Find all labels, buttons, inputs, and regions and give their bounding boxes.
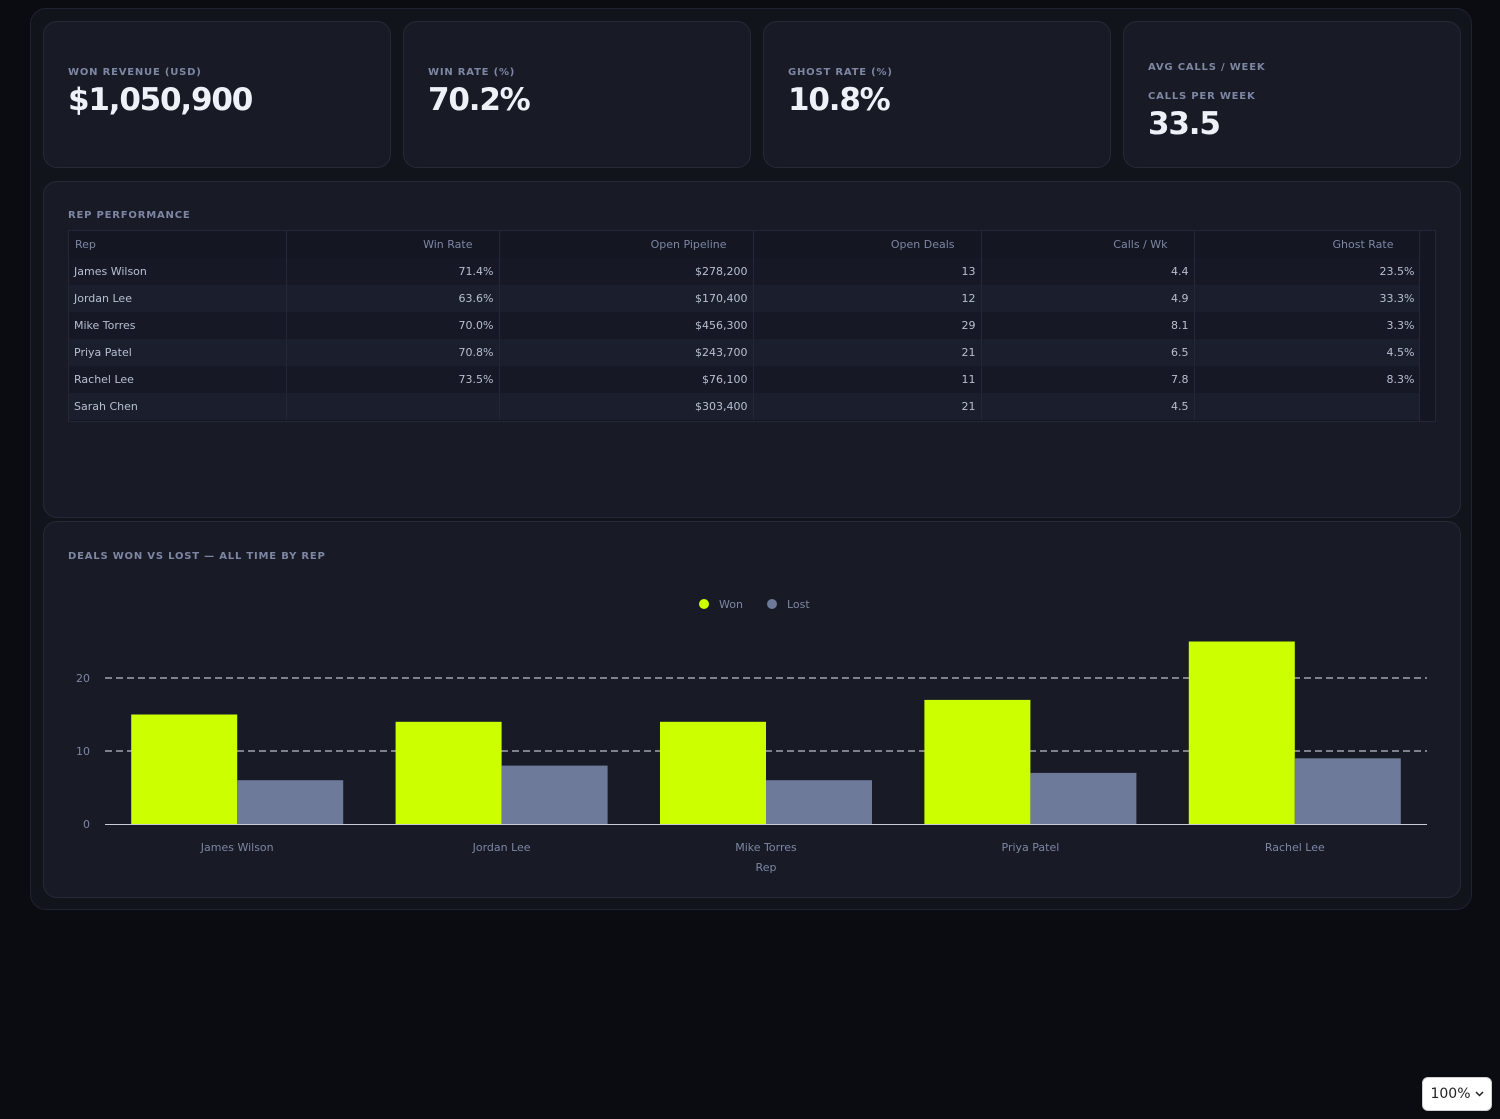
x-tick-label: Priya Patel (1002, 841, 1060, 854)
table-cell: 4.5% (1194, 339, 1421, 366)
table-cell: 33.3% (1194, 285, 1421, 312)
kpi-label: WIN RATE (%) (428, 67, 516, 78)
x-tick-label: James Wilson (200, 841, 274, 854)
table-header-row: Rep Win Rate Open Pipeline Open Deals Calls … (69, 231, 1421, 258)
table-cell (1194, 393, 1421, 420)
table-cell: 23.5% (1194, 258, 1421, 285)
table-row[interactable]: James Wilson 71.4% $278,200 13 4.4 23.5% (69, 258, 1421, 285)
table-cell: $76,100 (499, 366, 754, 393)
bar-won (1188, 641, 1295, 824)
kpi-card-avg-calls: AVG CALLS / WEEK CALLS PER WEEK 33.5 (1123, 21, 1461, 168)
column-header[interactable]: Ghost Rate (1194, 231, 1421, 258)
table-cell: $278,200 (499, 258, 754, 285)
section-title: REP PERFORMANCE (68, 210, 191, 221)
table-cell: Rachel Lee (69, 366, 287, 393)
x-tick-label: Jordan Lee (472, 841, 531, 854)
table-cell: 71.4% (286, 258, 500, 285)
bar-won (924, 699, 1031, 824)
table-cell: 21 (753, 339, 982, 366)
x-tick-label: Rachel Lee (1265, 841, 1325, 854)
column-header[interactable]: Win Rate (286, 231, 500, 258)
table-cell: 63.6% (286, 285, 500, 312)
legend-marker-lost (767, 599, 777, 609)
table-cell: 8.3% (1194, 366, 1421, 393)
table-scrollbar[interactable] (1419, 231, 1435, 421)
table-cell: 21 (753, 393, 982, 420)
table-cell: $170,400 (499, 285, 754, 312)
y-tick-label: 0 (83, 818, 90, 831)
x-tick-label: Mike Torres (735, 841, 797, 854)
legend-marker-won (699, 599, 709, 609)
table-row[interactable]: Rachel Lee 73.5% $76,100 11 7.8 8.3% (69, 366, 1421, 393)
bar-lost (1030, 772, 1137, 824)
section-title: DEALS WON VS LOST — ALL TIME BY REP (68, 551, 326, 562)
column-header[interactable]: Open Deals (753, 231, 982, 258)
kpi-label: AVG CALLS / WEEK (1148, 62, 1266, 73)
bar-lost (766, 780, 872, 824)
kpi-value: 70.2% (428, 82, 531, 118)
column-header[interactable]: Rep (69, 231, 287, 258)
table-cell: Jordan Lee (69, 285, 287, 312)
x-axis-label: Rep (756, 861, 777, 874)
rep-performance-table[interactable]: Rep Win Rate Open Pipeline Open Deals Calls … (68, 230, 1436, 422)
kpi-label: GHOST RATE (%) (788, 67, 893, 78)
rep-performance-card: REP PERFORMANCE Rep Win Rate Open Pipeline… (43, 181, 1461, 518)
zoom-label: 100% (1430, 1086, 1471, 1102)
table-cell: James Wilson (69, 258, 287, 285)
bar-lost (1294, 758, 1401, 824)
table-cell: 8.1 (981, 312, 1195, 339)
deals-chart-card: DEALS WON VS LOST — ALL TIME BY REP 0 10 2… (43, 521, 1461, 898)
legend-label: Won (719, 598, 743, 611)
table-cell: $243,700 (499, 339, 754, 366)
table-cell: 73.5% (286, 366, 500, 393)
table-cell: 13 (753, 258, 982, 285)
table-row[interactable]: Priya Patel 70.8% $243,700 21 6.5 4.5% (69, 339, 1421, 366)
bar-won (131, 714, 238, 824)
table-row[interactable]: Mike Torres 70.0% $456,300 29 8.1 3.3% (69, 312, 1421, 339)
legend-label: Lost (787, 598, 810, 611)
kpi-label: WON REVENUE (USD) (68, 67, 202, 78)
table-cell: 29 (753, 312, 982, 339)
table-cell (286, 393, 500, 420)
y-tick-label: 20 (76, 672, 90, 685)
kpi-value: 33.5 (1148, 106, 1221, 142)
table-cell: 4.4 (981, 258, 1195, 285)
table-cell: 6.5 (981, 339, 1195, 366)
dashboard: WON REVENUE (USD) $1,050,900 WIN RATE (%… (30, 8, 1472, 910)
table-cell: 4.9 (981, 285, 1195, 312)
kpi-card-win-rate: WIN RATE (%) 70.2% (403, 21, 751, 168)
kpi-card-won-revenue: WON REVENUE (USD) $1,050,900 (43, 21, 391, 168)
table-cell: Mike Torres (69, 312, 287, 339)
table-cell: 4.5 (981, 393, 1195, 420)
table-cell: Sarah Chen (69, 393, 287, 420)
table-cell: Priya Patel (69, 339, 287, 366)
chevron-down-icon (1474, 1091, 1484, 1097)
column-header[interactable]: Open Pipeline (499, 231, 754, 258)
table-cell: $456,300 (499, 312, 754, 339)
column-header[interactable]: Calls / Wk (981, 231, 1195, 258)
kpi-card-ghost-rate: GHOST RATE (%) 10.8% (763, 21, 1111, 168)
bar-won (660, 721, 766, 824)
bar-lost (237, 780, 344, 824)
table-cell: 70.0% (286, 312, 500, 339)
table-cell: 70.8% (286, 339, 500, 366)
bar-lost (501, 765, 608, 824)
table-cell: 12 (753, 285, 982, 312)
kpi-sublabel: CALLS PER WEEK (1148, 91, 1256, 102)
y-tick-label: 10 (76, 745, 90, 758)
zoom-control[interactable]: 100% (1422, 1077, 1492, 1111)
deals-won-lost-chart: 0 10 20 James Wilson Jordan Lee Mike Torres Pr… (76, 598, 1427, 874)
table-row[interactable]: Jordan Lee 63.6% $170,400 12 4.9 33.3% (69, 285, 1421, 312)
table-cell: 11 (753, 366, 982, 393)
table-row[interactable]: Sarah Chen $303,400 21 4.5 (69, 393, 1421, 420)
bar-won (395, 721, 502, 824)
kpi-value: $1,050,900 (68, 82, 253, 118)
kpi-value: 10.8% (788, 82, 891, 118)
table-cell: $303,400 (499, 393, 754, 420)
table-cell: 3.3% (1194, 312, 1421, 339)
table-cell: 7.8 (981, 366, 1195, 393)
